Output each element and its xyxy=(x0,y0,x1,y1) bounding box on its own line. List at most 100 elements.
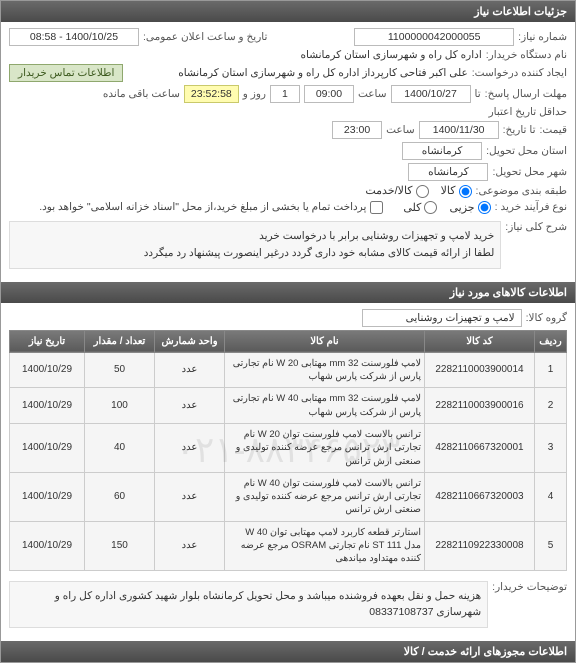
buyer-label: نام دستگاه خریدار: xyxy=(486,49,567,61)
city-label: شهر محل تحویل: xyxy=(492,166,567,178)
days-label: روز و xyxy=(243,88,266,100)
contact-buyer-button[interactable]: اطلاعات تماس خریدار xyxy=(9,64,123,82)
cell-idx: 2 xyxy=(535,388,567,424)
province-label: استان محل تحویل: xyxy=(486,145,567,157)
time-label-1: ساعت xyxy=(358,88,387,100)
need-no: 1100000042000055 xyxy=(354,28,514,46)
panel-header: جزئیات اطلاعات نیاز xyxy=(1,1,575,22)
days-value: 1 xyxy=(270,85,300,103)
items-table: ردیف کد کالا نام کالا واحد شمارش تعداد /… xyxy=(9,330,567,571)
cell-idx: 1 xyxy=(535,352,567,388)
valid-label: حداقل تاریخ اعتبار xyxy=(489,106,567,118)
summary-box: خرید لامپ و تجهیزات روشنایی برابر با درخ… xyxy=(9,221,501,269)
cell-unit: عدد xyxy=(155,472,225,521)
cell-code: 4282110667320001 xyxy=(425,423,535,472)
table-header-row: ردیف کد کالا نام کالا واحد شمارش تعداد /… xyxy=(10,330,567,352)
reply-until: تا xyxy=(475,88,481,100)
class-label: طبقه بندی موضوعی: xyxy=(476,185,567,197)
cell-date: 1400/10/29 xyxy=(10,521,85,570)
cell-idx: 4 xyxy=(535,472,567,521)
process-radio-group: جزیی کلی xyxy=(403,201,490,215)
need-no-label: شماره نیاز: xyxy=(518,31,567,43)
price-until-label: قیمت: xyxy=(540,124,568,136)
table-row: 12282110003900014لامپ فلورسنت 32 mm مهتا… xyxy=(10,352,567,388)
summary-line-1: خرید لامپ و تجهیزات روشنایی برابر با درخ… xyxy=(16,228,494,245)
cell-unit: عدد xyxy=(155,352,225,388)
table-row: 22282110003900016لامپ فلورسنت 32 mm مهتا… xyxy=(10,388,567,424)
reply-date: 1400/10/27 xyxy=(391,85,471,103)
items-table-wrap: ۰۲۱-۸۸۳۴۶۵۲۳ ردیف کد کالا نام کالا واحد … xyxy=(9,330,567,571)
class-goods-radio[interactable] xyxy=(459,185,472,198)
province-value: کرمانشاه xyxy=(402,142,482,160)
summary-line-2: لطفا از ارائه قیمت کالای مشابه خود داری … xyxy=(16,245,494,262)
cell-qty: 100 xyxy=(85,388,155,424)
announce-label: تاریخ و ساعت اعلان عمومی: xyxy=(143,31,267,43)
process-label: نوع فرآیند خرید : xyxy=(495,201,567,213)
treasury-note: پرداخت تمام یا بخشی از مبلغ خرید،از محل … xyxy=(39,201,366,213)
buyer-note: هزینه حمل و نقل بعهده فروشنده میباشد و م… xyxy=(9,581,488,629)
valid-time: 23:00 xyxy=(332,121,382,139)
items-header: اطلاعات کالاهای مورد نیاز xyxy=(1,282,575,303)
buyer-note-label: توضیحات خریدار: xyxy=(492,577,567,593)
group-value: لامپ و تجهیزات روشنایی xyxy=(362,309,522,327)
announce-value: 1400/10/25 - 08:58 xyxy=(9,28,139,46)
city-value: کرمانشاه xyxy=(408,163,488,181)
cell-idx: 5 xyxy=(535,521,567,570)
items-area: گروه کالا: لامپ و تجهیزات روشنایی ۰۲۱-۸۸… xyxy=(1,303,575,641)
requester-label: ایجاد کننده درخواست: xyxy=(472,67,567,79)
process-whole-radio[interactable] xyxy=(424,201,437,214)
col-name: نام کالا xyxy=(225,330,425,352)
process-partial-radio[interactable] xyxy=(478,201,491,214)
cell-idx: 3 xyxy=(535,423,567,472)
cell-qty: 60 xyxy=(85,472,155,521)
cell-name: استارتر قطعه کاربرد لامپ مهتابی توان 40 … xyxy=(225,521,425,570)
treasury-checkbox-row: پرداخت تمام یا بخشی از مبلغ خرید،از محل … xyxy=(39,201,383,214)
need-details-panel: جزئیات اطلاعات نیاز شماره نیاز: 11000000… xyxy=(0,0,576,663)
cell-unit: عدد xyxy=(155,423,225,472)
cell-date: 1400/10/29 xyxy=(10,388,85,424)
class-service-option[interactable]: کالا/خدمت xyxy=(365,184,428,198)
summary-label: شرح کلی نیاز: xyxy=(505,217,567,233)
col-idx: ردیف xyxy=(535,330,567,352)
cell-code: 2282110003900016 xyxy=(425,388,535,424)
class-radio-group: کالا کالا/خدمت xyxy=(365,184,471,198)
footer-header: اطلاعات مجوزهای ارائه خدمت / کالا xyxy=(1,641,575,662)
cell-qty: 40 xyxy=(85,423,155,472)
form-area: شماره نیاز: 1100000042000055 تاریخ و ساع… xyxy=(1,22,575,282)
cell-name: لامپ فلورسنت 32 mm مهتابی 40 W نام تجارت… xyxy=(225,388,425,424)
col-qty: تعداد / مقدار xyxy=(85,330,155,352)
cell-code: 2282110003900014 xyxy=(425,352,535,388)
table-row: 44282110667320003ترانس بالاست لامپ فلورس… xyxy=(10,472,567,521)
requester-value: علی اکبر فتاحی کارپرداز اداره کل راه و ش… xyxy=(178,67,468,79)
cell-qty: 150 xyxy=(85,521,155,570)
cell-unit: عدد xyxy=(155,521,225,570)
cell-date: 1400/10/29 xyxy=(10,423,85,472)
table-row: 52282110922330008استارتر قطعه کاربرد لام… xyxy=(10,521,567,570)
reply-deadline-label: مهلت ارسال پاسخ: xyxy=(485,88,567,100)
countdown: 23:52:58 xyxy=(184,85,239,103)
col-unit: واحد شمارش xyxy=(155,330,225,352)
cell-code: 2282110922330008 xyxy=(425,521,535,570)
cell-code: 4282110667320003 xyxy=(425,472,535,521)
treasury-checkbox[interactable] xyxy=(370,201,383,214)
class-service-radio[interactable] xyxy=(416,185,429,198)
valid-date: 1400/11/30 xyxy=(419,121,499,139)
cell-date: 1400/10/29 xyxy=(10,352,85,388)
col-code: کد کالا xyxy=(425,330,535,352)
process-partial-option[interactable]: جزیی xyxy=(449,201,490,215)
col-date: تاریخ نیاز xyxy=(10,330,85,352)
cell-date: 1400/10/29 xyxy=(10,472,85,521)
time-label-2: ساعت xyxy=(386,124,415,136)
cell-unit: عدد xyxy=(155,388,225,424)
cell-name: ترانس بالاست لامپ فلورسنت توان 20 W نام … xyxy=(225,423,425,472)
remaining-label: ساعت باقی مانده xyxy=(103,88,180,100)
table-row: 34282110667320001ترانس بالاست لامپ فلورس… xyxy=(10,423,567,472)
cell-name: ترانس بالاست لامپ فلورسنت توان 40 W نام … xyxy=(225,472,425,521)
class-goods-option[interactable]: کالا xyxy=(441,184,472,198)
buyer-value: اداره کل راه و شهرسازی استان کرمانشاه xyxy=(301,49,482,61)
cell-qty: 50 xyxy=(85,352,155,388)
process-whole-option[interactable]: کلی xyxy=(403,201,437,215)
group-label: گروه کالا: xyxy=(526,312,567,324)
to-label: تا تاریخ: xyxy=(503,124,536,136)
reply-time: 09:00 xyxy=(304,85,354,103)
